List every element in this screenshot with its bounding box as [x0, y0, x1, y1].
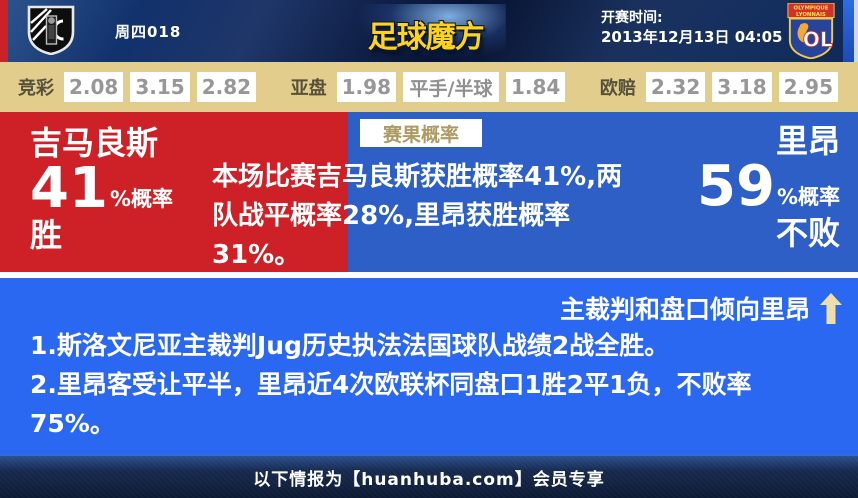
- brand-logo: 足球魔方: [346, 4, 506, 60]
- away-percent-row: 59 %概率: [697, 154, 840, 219]
- referee-handicap-analysis-section: 主裁判和盘口倾向里昂 1.斯洛文尼亚主裁判Jug历史执法法国球队战绩2战全胜。 …: [0, 278, 858, 455]
- up-arrow-icon: [820, 292, 842, 324]
- odds-label-jingcai: 竞彩: [18, 78, 54, 99]
- brand-starburst-glow: [355, 4, 506, 60]
- odds-value-yapan-away[interactable]: 1.84: [506, 72, 566, 102]
- odds-value-oupei-draw[interactable]: 3.18: [712, 72, 772, 102]
- probability-tag: 赛果概率: [360, 119, 482, 147]
- odds-label-oupei: 欧赔: [599, 78, 636, 99]
- home-win-percent: 41: [30, 156, 108, 221]
- kickoff-label: 开赛时间:: [601, 10, 663, 26]
- match-header: 周四018 足球魔方 开赛时间: 2013年12月13日 04:05 OLYMP…: [0, 0, 858, 62]
- away-unbeaten-percent: 59: [697, 154, 775, 219]
- right-light-stripe: [854, 0, 858, 62]
- odds-group-oupei: 欧赔 2.32 3.18 2.95: [600, 72, 838, 102]
- away-outcome-label: 不败: [775, 214, 840, 252]
- odds-group-yapan: 亚盘 1.98 平手/半球 1.84: [291, 72, 566, 102]
- analysis-points: 1.斯洛文尼亚主裁判Jug历史执法法国球队战绩2战全胜。 2.里昂客受让平半，里…: [30, 326, 830, 443]
- odds-value-oupei-home[interactable]: 2.32: [645, 72, 706, 102]
- left-red-stripe: [0, 0, 8, 62]
- member-exclusive-banner: 以下情报为【huanhuba.com】会员专享: [0, 455, 858, 498]
- odds-bar: 竞彩 2.08 3.15 2.82 亚盘 1.98 平手/半球 1.84 欧赔 …: [0, 62, 858, 112]
- home-percent-row: 41 %概率: [30, 156, 173, 221]
- odds-value-jingcai-away[interactable]: 2.82: [196, 72, 257, 102]
- away-percent-suffix: %概率: [776, 185, 840, 209]
- home-team-name: 吉马良斯: [30, 124, 159, 162]
- away-badge-text-line2: LYONNAIS: [796, 12, 826, 18]
- summary-line: 31%。: [212, 240, 301, 270]
- away-team-crest-lyon: OLYMPIQUE LYONNAIS OL: [787, 3, 835, 59]
- home-team-stat: 吉马良斯 41 %概率 胜: [30, 124, 173, 254]
- match-number-label: 周四018: [115, 23, 182, 41]
- section-divider: [0, 272, 858, 278]
- odds-value-yapan-handicap[interactable]: 平手/半球: [403, 72, 499, 102]
- odds-value-jingcai-draw[interactable]: 3.15: [130, 72, 190, 102]
- home-percent-suffix: %概率: [109, 187, 173, 211]
- odds-value-jingcai-home[interactable]: 2.08: [64, 72, 124, 102]
- member-exclusive-text: 以下情报为【huanhuba.com】会员专享: [253, 469, 605, 490]
- probability-summary: 本场比赛吉马良斯获胜概率41%,两 队战平概率28%,里昂获胜概率 31%。: [212, 158, 652, 275]
- analysis-point-line: 75%。: [30, 409, 115, 438]
- analysis-point-line: 1.斯洛文尼亚主裁判Jug历史执法法国球队战绩2战全胜。: [30, 331, 670, 360]
- right-blue-stripe: [843, 0, 854, 62]
- odds-label-yapan: 亚盘: [290, 78, 327, 99]
- brand-logo-text: 足球魔方: [367, 20, 485, 55]
- away-badge-letters: OL: [803, 27, 833, 51]
- home-probability-panel: [0, 112, 348, 272]
- result-probability-section: 赛果概率 吉马良斯 41 %概率 胜 本场比赛吉马良斯获胜概率41%,两 队战平…: [0, 112, 858, 272]
- summary-line: 本场比赛吉马良斯获胜概率41%,两: [212, 162, 623, 192]
- away-badge-text-line1: OLYMPIQUE: [794, 6, 829, 12]
- odds-value-oupei-away[interactable]: 2.95: [778, 72, 838, 102]
- away-team-name: 里昂: [775, 122, 840, 160]
- home-outcome-label: 胜: [30, 216, 63, 254]
- home-team-crest-guimaraes: [27, 5, 75, 55]
- analysis-headline-text: 主裁判和盘口倾向里昂: [559, 295, 810, 324]
- odds-value-yapan-home[interactable]: 1.98: [336, 72, 396, 102]
- kickoff-time-block: 开赛时间: 2013年12月13日 04:05: [601, 9, 782, 47]
- away-team-stat: 里昂 59 %概率 不败: [697, 122, 840, 252]
- analysis-headline: 主裁判和盘口倾向里昂: [560, 290, 842, 326]
- summary-line: 队战平概率28%,里昂获胜概率: [212, 201, 571, 231]
- analysis-point-line: 2.里昂客受让平半，里昂近4次欧联杯同盘口1胜2平1负，不败率: [30, 370, 752, 399]
- kickoff-datetime: 2013年12月13日 04:05: [601, 28, 783, 46]
- odds-group-jingcai: 竞彩 2.08 3.15 2.82: [18, 72, 257, 102]
